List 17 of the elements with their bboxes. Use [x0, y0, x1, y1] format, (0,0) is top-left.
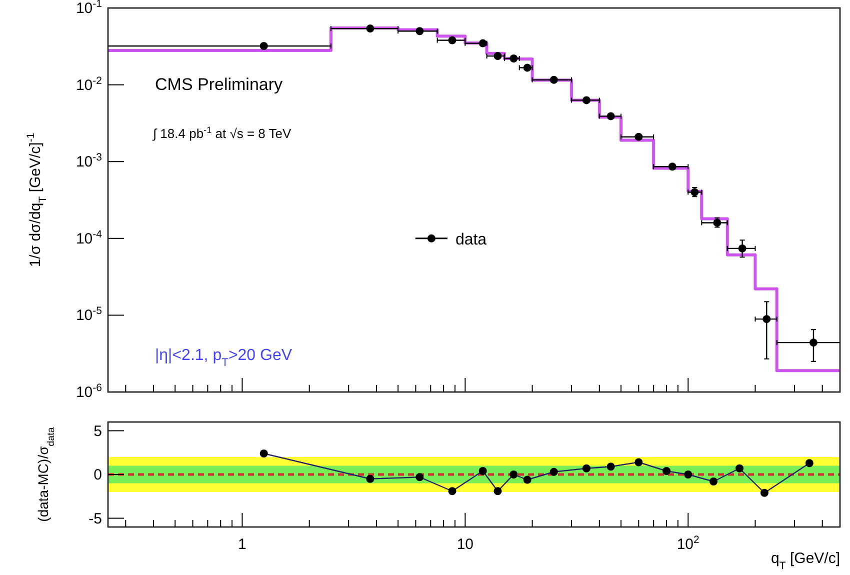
annotation: |η|<2.1, p$_{T}$>20 GeV: [155, 347, 292, 369]
annotation: CMS Preliminary: [155, 75, 284, 94]
y-tick-label: -5: [88, 510, 102, 528]
x-tick-label: 10$^{2}$: [676, 534, 700, 553]
y-tick-label: 10$^{-3}$: [76, 152, 102, 171]
y-tick-label: 10$^{-2}$: [76, 74, 102, 94]
x-tick-label: 1: [238, 536, 246, 553]
x-axis-title: q$_{T}$ [GeV/c]: [771, 550, 840, 572]
legend-label: data: [455, 231, 487, 248]
y-tick-label: 0: [94, 466, 102, 484]
y-tick-label: 10$^{-1}$: [76, 0, 102, 17]
y-tick-label: 10$^{-5}$: [76, 305, 102, 324]
y-tick-label: 10$^{-6}$: [76, 382, 102, 401]
y-tick-label: 10$^{-4}$: [76, 228, 102, 248]
x-tick-label: 10: [456, 536, 474, 553]
annotation: ∫ 18.4 pb$^{-1}$ at √s = 8 TeV: [152, 125, 292, 141]
y-tick-label: 5: [94, 422, 102, 440]
